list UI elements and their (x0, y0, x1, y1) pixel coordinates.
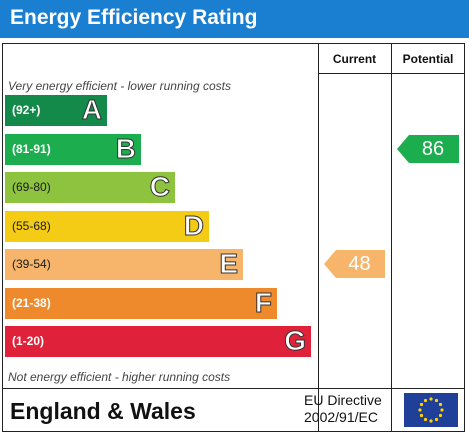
band-letter: B (115, 133, 136, 165)
current-rating-value: 48 (348, 253, 371, 275)
region-label: England & Wales (10, 398, 196, 424)
band-range-label: (55-68) (12, 219, 51, 233)
band-g: (1-20) G (5, 325, 311, 357)
band-letter: D (183, 210, 204, 242)
footer-divider (2, 388, 465, 389)
band-range-label: (92+) (12, 103, 41, 117)
eu-directive: EU Directive 2002/91/EC (304, 392, 382, 426)
band-range-label: (1-20) (12, 334, 45, 348)
band-d: (55-68) D (5, 210, 209, 242)
band-letter: C (149, 171, 170, 203)
potential-rating-value: 86 (421, 138, 445, 160)
band-a: (92+) A (5, 94, 107, 126)
current-arrow-shape (324, 250, 385, 278)
header-divider (318, 73, 465, 74)
chart-title: Energy Efficiency Rating (10, 6, 258, 29)
band-c: (69-80) C (5, 171, 175, 203)
band-letter: G (284, 325, 307, 357)
eu-flag-icon (404, 393, 458, 427)
band-letter: A (81, 94, 102, 126)
band-f: (21-38) F (5, 287, 277, 319)
top-note: Very energy efficient - lower running co… (8, 79, 231, 93)
band-range-label: (69-80) (12, 180, 51, 194)
band-range-label: (39-54) (12, 257, 51, 271)
directive-line2: 2002/91/EC (304, 409, 378, 425)
current-column-header: Current (332, 52, 377, 66)
potential-arrow: 86 (397, 135, 459, 163)
band-b: (81-91) B (5, 133, 141, 165)
title-bar: Energy Efficiency Rating (0, 0, 469, 38)
bottom-note: Not energy efficient - higher running co… (8, 370, 231, 384)
rating-frame (2, 43, 465, 432)
current-column-divider (318, 43, 319, 432)
potential-column-divider (391, 43, 392, 432)
current-arrow: 48 (324, 250, 385, 278)
directive-line1: EU Directive (304, 392, 382, 408)
potential-column-header: Potential (402, 52, 454, 66)
band-e: (39-54) E (5, 248, 243, 280)
band-range-label: (81-91) (12, 142, 51, 156)
potential-arrow-shape (397, 135, 459, 163)
band-letter: E (219, 248, 239, 280)
band-letter: F (254, 287, 272, 319)
band-range-label: (21-38) (12, 296, 51, 310)
